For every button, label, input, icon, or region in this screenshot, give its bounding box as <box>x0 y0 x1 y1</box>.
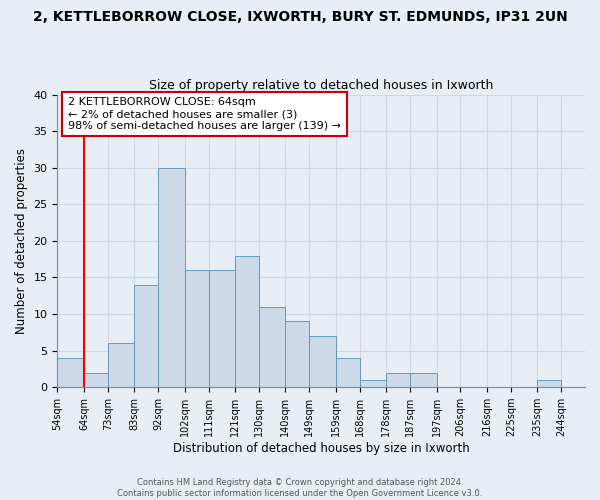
Bar <box>410 372 437 387</box>
Bar <box>286 322 309 387</box>
Bar <box>537 380 561 387</box>
Bar <box>336 358 359 387</box>
Text: 2 KETTLEBORROW CLOSE: 64sqm
← 2% of detached houses are smaller (3)
98% of semi-: 2 KETTLEBORROW CLOSE: 64sqm ← 2% of deta… <box>68 98 341 130</box>
Bar <box>209 270 235 387</box>
Bar <box>108 344 134 387</box>
Text: 2, KETTLEBORROW CLOSE, IXWORTH, BURY ST. EDMUNDS, IP31 2UN: 2, KETTLEBORROW CLOSE, IXWORTH, BURY ST.… <box>32 10 568 24</box>
Bar <box>235 256 259 387</box>
X-axis label: Distribution of detached houses by size in Ixworth: Distribution of detached houses by size … <box>173 442 470 455</box>
Bar <box>58 358 84 387</box>
Bar <box>386 372 410 387</box>
Bar <box>84 372 108 387</box>
Bar <box>158 168 185 387</box>
Bar <box>259 306 286 387</box>
Bar <box>185 270 209 387</box>
Bar <box>309 336 336 387</box>
Text: Contains HM Land Registry data © Crown copyright and database right 2024.
Contai: Contains HM Land Registry data © Crown c… <box>118 478 482 498</box>
Title: Size of property relative to detached houses in Ixworth: Size of property relative to detached ho… <box>149 79 493 92</box>
Y-axis label: Number of detached properties: Number of detached properties <box>15 148 28 334</box>
Bar <box>359 380 386 387</box>
Bar <box>134 285 158 387</box>
